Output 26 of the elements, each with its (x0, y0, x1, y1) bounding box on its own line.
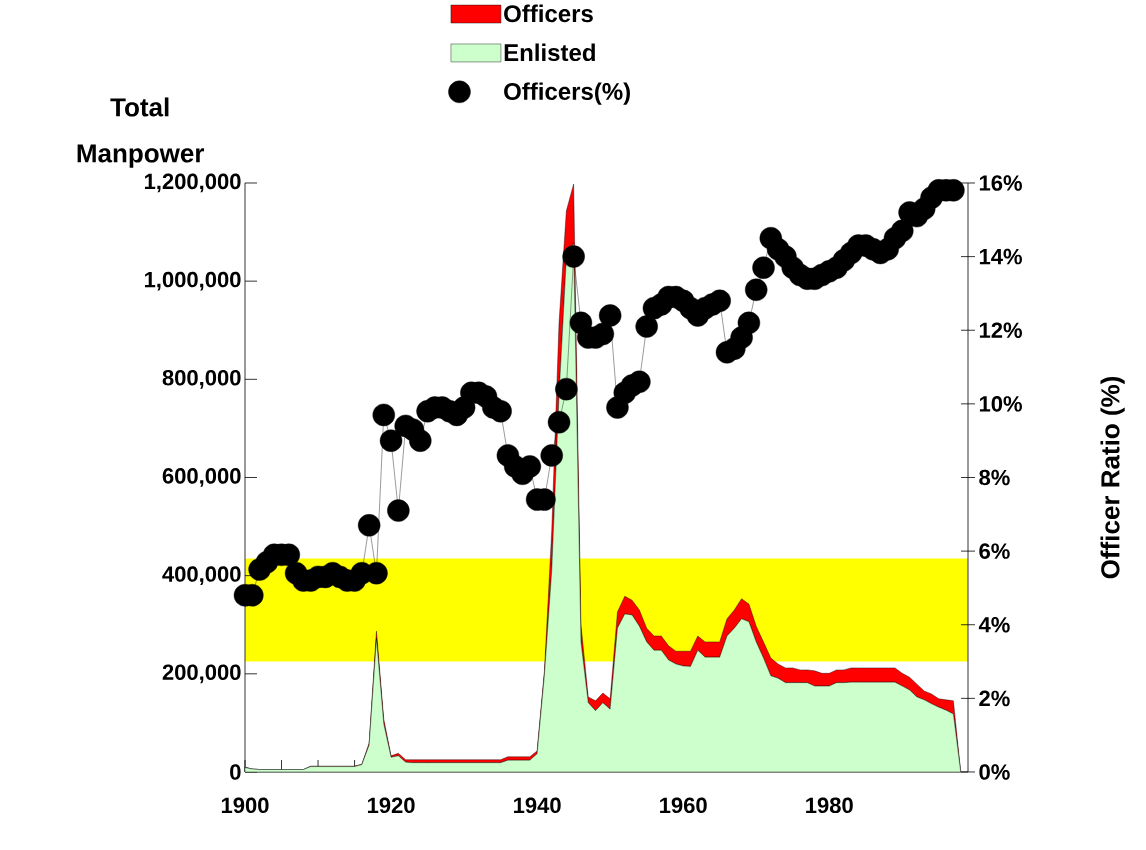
x-tick-label: 1940 (514, 797, 561, 814)
y-axis-title: Total Manpower (77, 97, 205, 168)
y2-tick-label: 14% (979, 248, 1022, 265)
y-tick-label: 0 (230, 764, 241, 780)
x-tick-label: 1900 (221, 797, 269, 814)
y-tick-label: 800,000 (162, 369, 241, 389)
y2-tick-label: 6% (979, 543, 1010, 559)
x-tick-label: 1980 (806, 797, 853, 814)
y2-tick-label: 16% (979, 175, 1022, 191)
y-tick-label: 200,000 (162, 664, 241, 684)
y2-tick-label: 2% (979, 690, 1010, 707)
legend-label: Officers (504, 4, 593, 23)
legend-label: Officers(%) (504, 82, 630, 105)
x-tick-label: 1920 (367, 797, 415, 814)
y-tick-label: 600,000 (162, 468, 241, 487)
y2-tick-label: 12% (979, 322, 1022, 338)
y2-tick-label: 10% (979, 396, 1022, 412)
x-tick-label: 1960 (660, 797, 707, 814)
y-tick-label: 1,200,000 (144, 173, 241, 193)
y2-tick-label: 0% (979, 764, 1010, 780)
legend-label: Enlisted (504, 43, 595, 62)
y-tick-label: 400,000 (162, 566, 241, 586)
y2-tick-label: 4% (978, 617, 1010, 633)
y-tick-label: 1,000,000 (144, 271, 241, 291)
y2-tick-label: 8% (979, 469, 1010, 486)
y2-axis-title: Officer Ratio (%) (1100, 376, 1125, 579)
